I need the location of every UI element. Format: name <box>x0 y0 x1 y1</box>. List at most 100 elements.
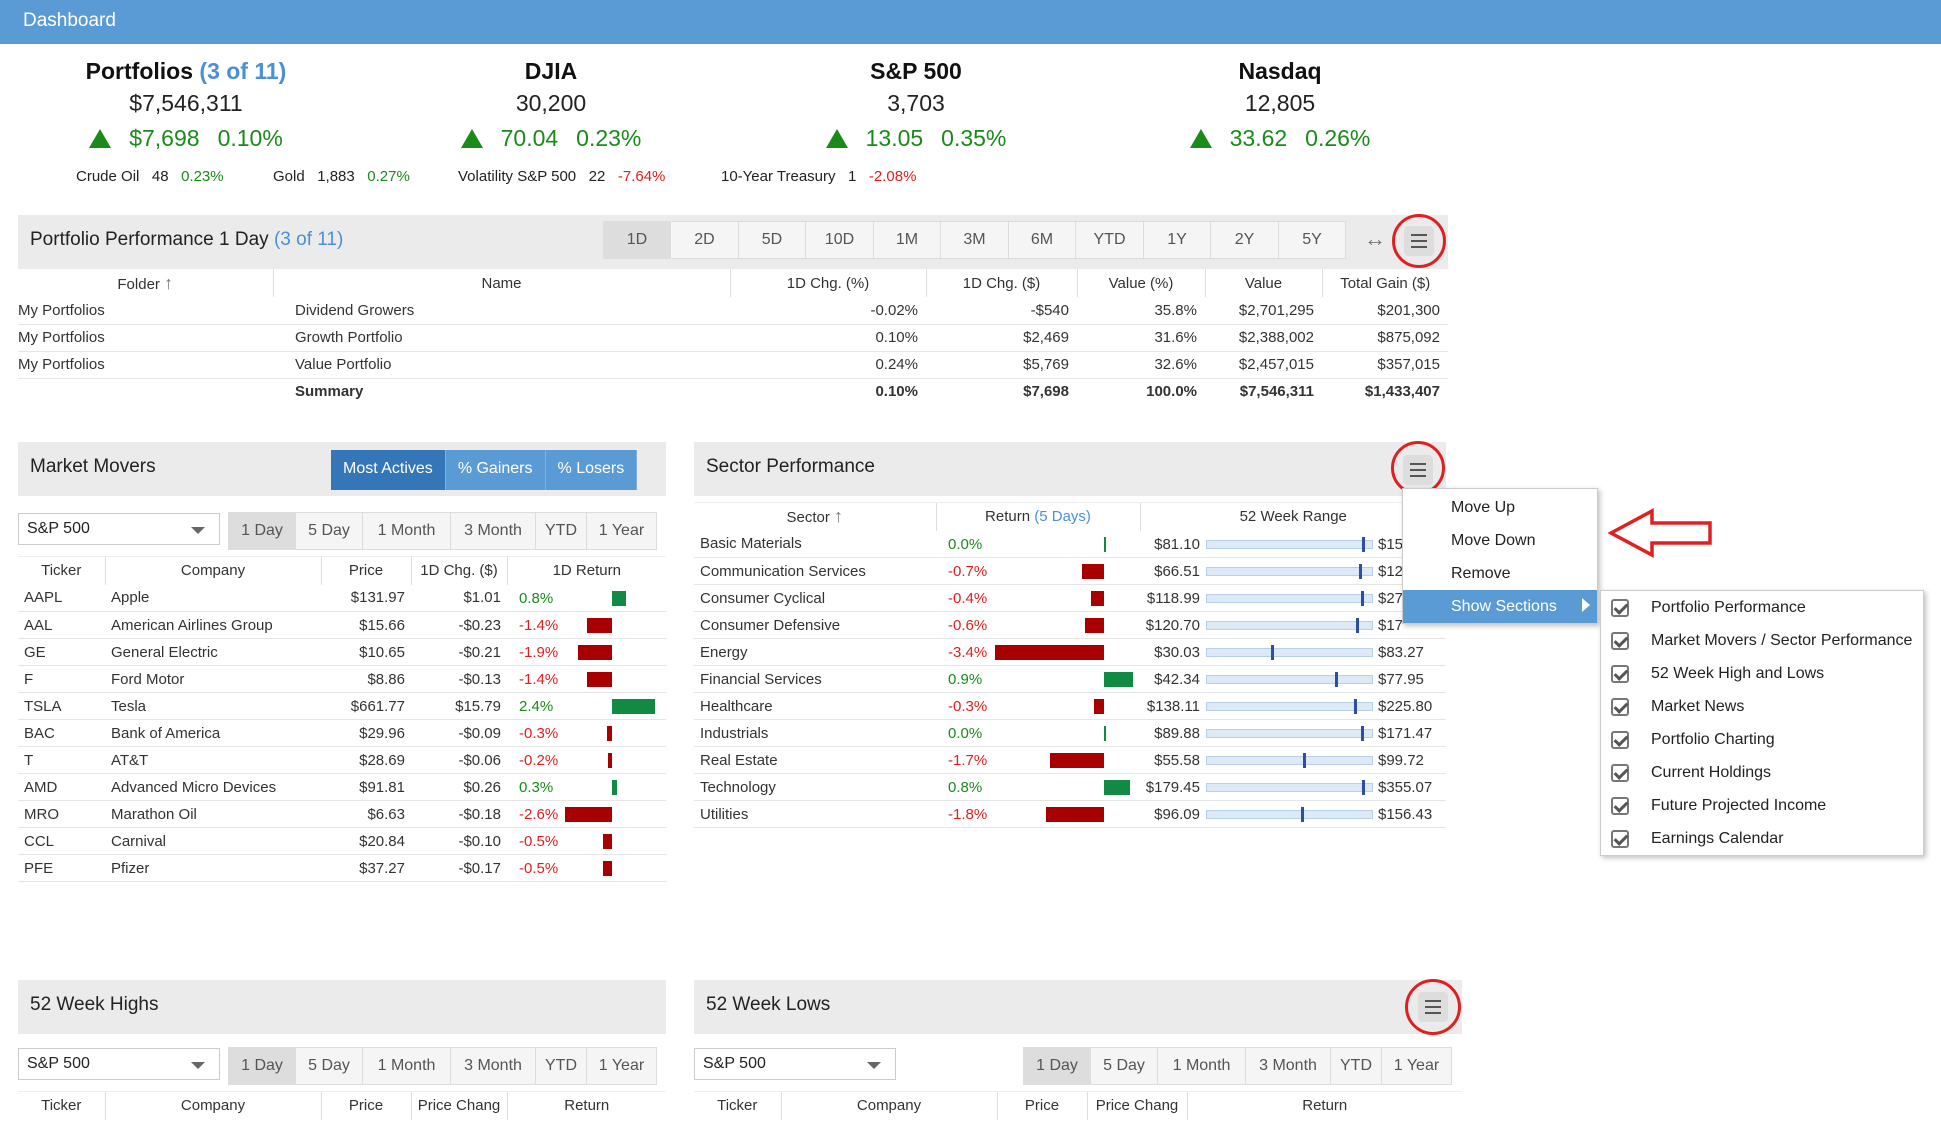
range-button[interactable]: 1 Day <box>1023 1047 1091 1085</box>
table-row[interactable]: BAC Bank of America $29.96 -$0.09 -0.3% <box>18 719 666 747</box>
table-row[interactable]: MRO Marathon Oil $6.63 -$0.18 -2.6% <box>18 800 666 828</box>
range-button[interactable]: 1 Day <box>228 1047 296 1085</box>
section-item[interactable]: Market News <box>1601 690 1923 723</box>
table-row[interactable]: Communication Services -0.7% $66.51 $12 <box>694 557 1446 585</box>
table-row[interactable]: My Portfolios Value Portfolio 0.24% $5,769 3… <box>18 351 1448 379</box>
range-button[interactable]: 3 Month <box>1245 1047 1331 1085</box>
table-row[interactable]: T AT&T $28.69 -$0.06 -0.2% <box>18 746 666 774</box>
checkbox-icon[interactable] <box>1611 599 1629 617</box>
section-item[interactable]: 52 Week High and Lows <box>1601 657 1923 690</box>
index-select[interactable]: S&P 500 <box>18 513 220 545</box>
range-button[interactable]: 1 Month <box>362 1047 451 1085</box>
table-row[interactable]: My Portfolios Dividend Growers -0.02% -$540… <box>18 297 1448 325</box>
table-row[interactable]: Industrials 0.0% $89.88 $171.47 <box>694 719 1446 747</box>
summary-djia[interactable]: DJIA 30,200 70.04 0.23% <box>391 58 711 154</box>
range-button[interactable]: 1 Month <box>362 512 451 550</box>
checkbox-icon[interactable] <box>1611 665 1629 683</box>
column-header-pct[interactable]: 1D Chg. (%) <box>729 269 926 297</box>
section-item[interactable]: Portfolio Charting <box>1601 723 1923 756</box>
section-item[interactable]: Current Holdings <box>1601 756 1923 789</box>
range-button[interactable]: YTD <box>535 512 587 550</box>
range-button[interactable]: 3 Month <box>450 512 536 550</box>
summary-portfolios[interactable]: Portfolios (3 of 11) $7,546,311 $7,698 0.… <box>26 58 346 154</box>
range-button[interactable]: 1 Year <box>586 512 657 550</box>
range-button[interactable]: 1Y <box>1143 221 1211 259</box>
range-button[interactable]: 1 Month <box>1157 1047 1246 1085</box>
column-header-company[interactable]: Company <box>780 1091 997 1120</box>
table-row[interactable]: Consumer Cyclical -0.4% $118.99 $27 <box>694 584 1446 612</box>
checkbox-icon[interactable] <box>1611 632 1629 650</box>
column-header-ticker[interactable]: Ticker <box>18 1091 105 1120</box>
column-header-company[interactable]: Company <box>104 1091 321 1120</box>
range-button[interactable]: 5 Day <box>1090 1047 1158 1085</box>
range-button[interactable]: 5D <box>738 221 806 259</box>
range-button[interactable]: 1 Year <box>586 1047 657 1085</box>
column-header-name[interactable]: Name <box>272 269 730 297</box>
column-header-chg[interactable]: 1D Chg. ($) <box>925 269 1077 297</box>
table-row[interactable]: AMD Advanced Micro Devices $91.81 $0.26 0.3% <box>18 773 666 801</box>
column-header-gain[interactable]: Total Gain ($) <box>1321 269 1448 297</box>
table-row[interactable]: Consumer Defensive -0.6% $120.70 $17 <box>694 611 1446 639</box>
table-row[interactable]: Technology 0.8% $179.45 $355.07 <box>694 773 1446 801</box>
column-header-company[interactable]: Company <box>104 556 321 585</box>
column-header-sector[interactable]: Sector ↑ <box>694 502 936 531</box>
checkbox-icon[interactable] <box>1611 830 1629 848</box>
column-header-return[interactable]: Return (5 Days) <box>935 502 1140 531</box>
range-button[interactable]: 5 Day <box>295 1047 363 1085</box>
range-button[interactable]: 6M <box>1008 221 1076 259</box>
section-item[interactable]: Earnings Calendar <box>1601 822 1923 855</box>
checkbox-icon[interactable] <box>1611 698 1629 716</box>
table-row[interactable]: Basic Materials 0.0% $81.10 $15 <box>694 530 1446 558</box>
column-header-value[interactable]: Value <box>1204 269 1322 297</box>
range-button[interactable]: YTD <box>1075 221 1144 259</box>
column-header-return[interactable]: 1D Return <box>506 556 666 585</box>
column-header-vpct[interactable]: Value (%) <box>1076 269 1205 297</box>
range-button[interactable]: 5Y <box>1278 221 1346 259</box>
table-row[interactable]: CCL Carnival $20.84 -$0.10 -0.5% <box>18 827 666 855</box>
table-row[interactable]: GE General Electric $10.65 -$0.21 -1.9% <box>18 638 666 666</box>
column-header-ticker[interactable]: Ticker <box>18 556 105 585</box>
index-select[interactable]: S&P 500 <box>694 1048 896 1080</box>
panel-subtitle[interactable]: (3 of 11) <box>273 229 344 250</box>
table-row[interactable]: Real Estate -1.7% $55.58 $99.72 <box>694 746 1446 774</box>
range-button[interactable]: 2Y <box>1210 221 1279 259</box>
menu-item-move-down[interactable]: Move Down <box>1451 532 1536 549</box>
table-row[interactable]: AAPL Apple $131.97 $1.01 0.8% <box>18 584 666 612</box>
summary-subtitle[interactable]: (3 of 11) <box>199 58 287 84</box>
return-period-link[interactable]: (5 Days) <box>1034 508 1091 526</box>
column-header-chg[interactable]: 1D Chg. ($) <box>410 556 507 585</box>
index-select[interactable]: S&P 500 <box>18 1048 220 1080</box>
range-button[interactable]: 1 Day <box>228 512 296 550</box>
summary-nasdaq[interactable]: Nasdaq 12,805 33.62 0.26% <box>1120 58 1440 154</box>
table-row[interactable]: F Ford Motor $8.86 -$0.13 -1.4% <box>18 665 666 693</box>
column-header-price-change[interactable]: Price Chang <box>1086 1091 1187 1120</box>
column-header-price-change[interactable]: Price Chang <box>410 1091 507 1120</box>
table-row[interactable]: AAL American Airlines Group $15.66 -$0.23 -1… <box>18 611 666 639</box>
range-button[interactable]: 5 Day <box>295 512 363 550</box>
range-button[interactable]: YTD <box>1330 1047 1382 1085</box>
tab--gainers[interactable]: % Gainers <box>445 450 546 490</box>
column-header-price[interactable]: Price <box>320 1091 411 1120</box>
section-item[interactable]: Market Movers / Sector Performance <box>1601 624 1923 657</box>
column-header-return[interactable]: Return <box>1186 1091 1462 1120</box>
range-button[interactable]: 3M <box>940 221 1009 259</box>
range-button[interactable]: 3 Month <box>450 1047 536 1085</box>
range-button[interactable]: 2D <box>670 221 739 259</box>
section-item[interactable]: Future Projected Income <box>1601 789 1923 822</box>
table-row[interactable]: TSLA Tesla $661.77 $15.79 2.4% <box>18 692 666 720</box>
range-button[interactable]: 1M <box>873 221 941 259</box>
tab--losers[interactable]: % Losers <box>545 450 638 490</box>
column-header-folder[interactable]: Folder ↑ <box>117 272 174 293</box>
table-row[interactable]: PFE Pfizer $37.27 -$0.17 -0.5% <box>18 854 666 882</box>
range-button[interactable]: YTD <box>535 1047 587 1085</box>
column-header-return[interactable]: Return <box>506 1091 666 1120</box>
menu-item-remove[interactable]: Remove <box>1451 565 1511 582</box>
column-header-ticker[interactable]: Ticker <box>694 1091 781 1120</box>
table-row[interactable]: Utilities -1.8% $96.09 $156.43 <box>694 800 1446 828</box>
column-header-price[interactable]: Price <box>320 556 411 585</box>
tab-most-actives[interactable]: Most Actives <box>331 450 446 490</box>
summary-sp500[interactable]: S&P 500 3,703 13.05 0.35% <box>756 58 1076 154</box>
expand-icon[interactable]: ↔ <box>1364 226 1386 251</box>
column-header-price[interactable]: Price <box>996 1091 1087 1120</box>
table-row[interactable]: My Portfolios Growth Portfolio 0.10% $2,469… <box>18 324 1448 352</box>
